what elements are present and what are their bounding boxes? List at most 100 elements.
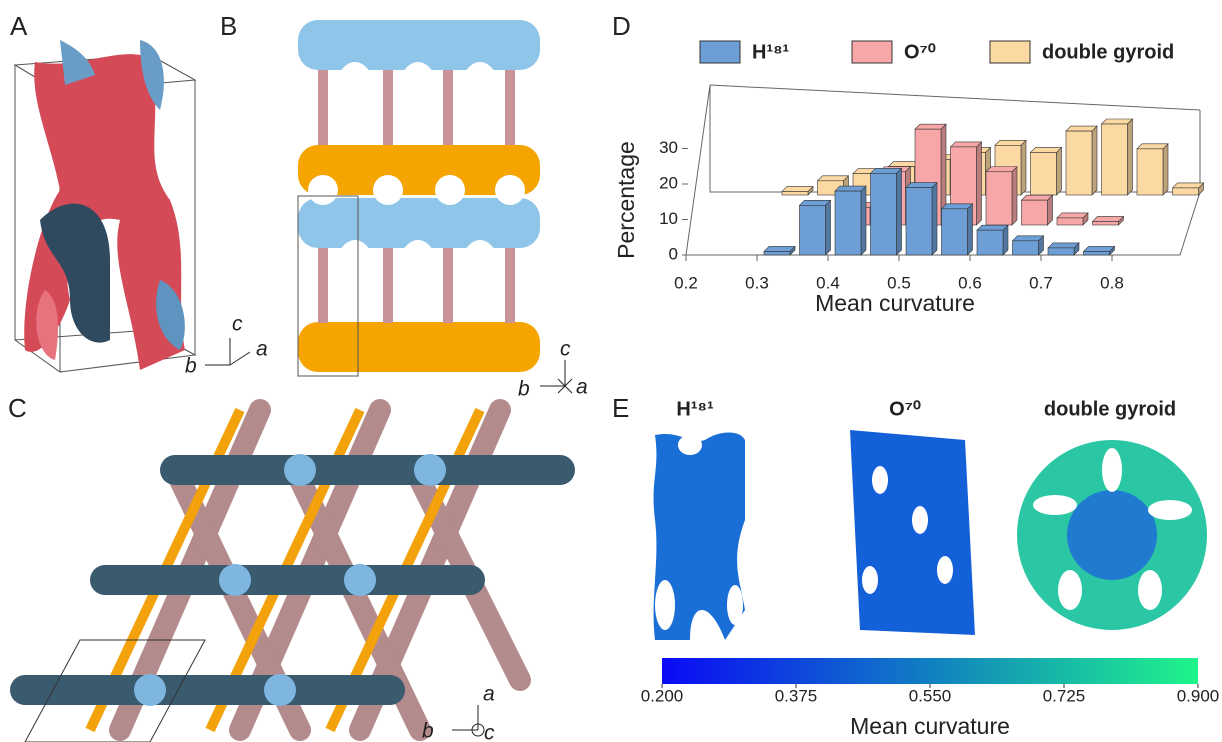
legend-label: O⁷⁰ <box>904 41 936 63</box>
panel-c-render <box>25 410 560 742</box>
colorbar-tick-label: 0.725 <box>1043 686 1086 705</box>
bar-side <box>1163 144 1168 195</box>
colorbar <box>662 658 1198 684</box>
legend-label: double gyroid <box>1042 41 1174 63</box>
bar-side <box>932 183 937 255</box>
bar-top <box>1093 216 1124 221</box>
bar-top <box>835 186 866 191</box>
bar-side <box>1057 147 1062 195</box>
colorbar-label: Mean curvature <box>850 713 1010 739</box>
bar-top <box>1084 246 1115 251</box>
bar <box>871 173 897 255</box>
bar <box>906 188 932 255</box>
legend-swatch <box>852 41 892 63</box>
bar <box>1102 124 1128 195</box>
bar-side <box>1012 167 1017 225</box>
bar <box>977 230 1003 255</box>
axis-letter: c <box>484 722 495 742</box>
x-axis-label: Mean curvature <box>815 290 975 316</box>
render-title: H¹⁸¹ <box>676 398 714 420</box>
bar-top <box>1031 147 1062 152</box>
x-tick-label: 0.4 <box>816 273 840 292</box>
axis-letter: a <box>576 376 588 399</box>
y-tick-label: 20 <box>659 173 678 192</box>
x-tick-label: 0.3 <box>745 273 769 292</box>
bar <box>1057 218 1083 225</box>
bar-top <box>915 124 946 129</box>
bar <box>942 209 968 255</box>
y-axis-label: Percentage <box>613 141 639 259</box>
bar <box>1093 221 1119 225</box>
bar-side <box>968 204 973 255</box>
bar-side <box>861 186 866 255</box>
bar-top <box>906 183 937 188</box>
bar-top <box>800 200 831 205</box>
bar <box>1137 149 1163 195</box>
bar <box>1048 248 1074 255</box>
axis-letter: a <box>483 683 495 706</box>
colorbar-tick-label: 0.200 <box>641 686 684 705</box>
bar-top <box>764 246 795 251</box>
bar <box>835 191 861 255</box>
x-tick-label: 0.6 <box>958 273 982 292</box>
bar-side <box>826 200 831 255</box>
axis-letter: b <box>422 720 434 742</box>
bar-side <box>897 168 902 255</box>
render-title: O⁷⁰ <box>889 398 921 420</box>
bar-top <box>818 176 849 181</box>
x-tick-label: 0.5 <box>887 273 911 292</box>
panel-label: D <box>612 11 631 41</box>
legend-swatch <box>990 41 1030 63</box>
bar <box>986 172 1012 225</box>
legend-label: H¹⁸¹ <box>752 41 790 63</box>
bar-top <box>1066 126 1097 131</box>
x-tick-label: 0.8 <box>1100 273 1124 292</box>
legend-swatch <box>700 41 740 63</box>
bar-side <box>1092 126 1097 195</box>
bar <box>764 251 790 255</box>
bar <box>1013 241 1039 255</box>
bar-top <box>1137 144 1168 149</box>
axis-letter: c <box>560 338 571 361</box>
render-title: double gyroid <box>1044 398 1176 420</box>
axis-letter: b <box>518 378 530 401</box>
panel-label: C <box>8 393 27 423</box>
panel-label: E <box>612 393 629 423</box>
bar-side <box>977 142 982 225</box>
figure: A B C D E c a b c a b a b c H¹⁸¹ O⁷⁰ dou… <box>0 0 1222 742</box>
bar-top <box>951 142 982 147</box>
bar-top <box>1013 236 1044 241</box>
panel-label: B <box>220 11 237 41</box>
bar-top <box>1057 213 1088 218</box>
axis-letter: a <box>256 338 268 361</box>
panel-e-render <box>654 430 1207 640</box>
bar-top <box>1048 243 1079 248</box>
bar-top <box>1102 119 1133 124</box>
bar-side <box>1128 119 1133 195</box>
bar-top <box>1173 183 1204 188</box>
bar <box>782 191 808 195</box>
bar-top <box>782 186 813 191</box>
x-tick-label: 0.2 <box>674 273 698 292</box>
bar <box>1022 200 1048 225</box>
bar-top <box>942 204 973 209</box>
x-tick-label: 0.7 <box>1029 273 1053 292</box>
bar <box>1173 188 1199 195</box>
bar-top <box>995 140 1026 145</box>
bar-top <box>986 167 1017 172</box>
bar <box>1031 152 1057 195</box>
colorbar-tick-label: 0.550 <box>909 686 952 705</box>
bar <box>800 205 826 255</box>
bar <box>1084 251 1110 255</box>
colorbar-tick-label: 0.375 <box>775 686 818 705</box>
panel-label: A <box>10 11 28 41</box>
bar-top <box>871 168 902 173</box>
bar-top <box>977 225 1008 230</box>
y-tick-label: 30 <box>659 138 678 157</box>
bar-top <box>1022 195 1053 200</box>
colorbar-tick-label: 0.900 <box>1177 686 1220 705</box>
y-tick-label: 0 <box>669 244 678 263</box>
bar <box>1066 131 1092 195</box>
y-tick-label: 10 <box>659 209 678 228</box>
axis-letter: c <box>232 313 243 336</box>
